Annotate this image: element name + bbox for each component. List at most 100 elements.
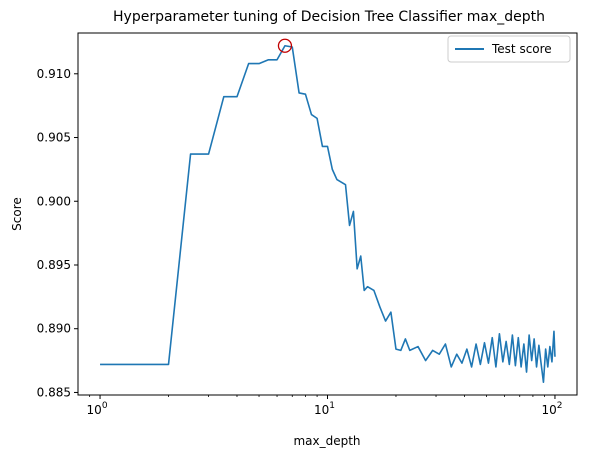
data-point xyxy=(373,290,375,292)
data-point xyxy=(417,346,419,348)
data-point xyxy=(445,343,447,345)
data-point xyxy=(432,350,434,352)
data-point xyxy=(168,364,170,366)
series-line xyxy=(100,44,556,384)
data-point xyxy=(360,255,362,257)
x-tick-base: 10 xyxy=(87,403,102,417)
data-point xyxy=(480,364,482,366)
x-tick-label: 101 xyxy=(314,401,335,417)
data-point xyxy=(551,361,553,363)
data-point xyxy=(543,381,545,383)
data-point xyxy=(305,93,307,95)
data-point xyxy=(528,334,530,336)
data-point xyxy=(499,333,501,335)
data-point xyxy=(332,169,334,171)
data-point xyxy=(395,348,397,350)
data-point xyxy=(268,59,270,61)
x-tick-label: 100 xyxy=(87,401,108,417)
x-tick-label: 102 xyxy=(541,401,562,417)
data-point xyxy=(526,371,528,373)
data-point xyxy=(536,366,538,368)
data-point xyxy=(438,353,440,355)
data-point xyxy=(367,286,369,288)
data-point xyxy=(336,179,338,181)
annotation-layer xyxy=(277,38,293,53)
data-point xyxy=(349,225,351,227)
data-point xyxy=(385,320,387,322)
x-tick-exponent: 2 xyxy=(557,401,563,411)
chart-title: Hyperparameter tuning of Decision Tree C… xyxy=(113,9,545,25)
data-point xyxy=(540,364,542,366)
y-tick-label: 0.890 xyxy=(37,322,71,336)
data-point xyxy=(353,211,355,213)
x-axis-label: max_depth xyxy=(293,434,360,448)
data-point xyxy=(400,350,402,352)
data-point xyxy=(456,353,458,355)
data-point xyxy=(327,146,329,148)
data-point xyxy=(99,364,101,366)
data-point xyxy=(316,118,318,120)
data-point xyxy=(491,337,493,339)
data-point xyxy=(409,350,411,352)
series-layer xyxy=(99,44,556,384)
legend-label: Test score xyxy=(491,42,552,56)
data-point xyxy=(461,362,463,364)
y-tick-label: 0.905 xyxy=(37,131,71,145)
best-score-marker xyxy=(277,38,293,53)
y-axis-ticks: 0.885 0.890 0.895 0.900 0.905 0.910 xyxy=(37,67,78,399)
data-point xyxy=(549,346,551,348)
data-point xyxy=(322,146,324,148)
data-point xyxy=(276,59,278,61)
data-point xyxy=(495,366,497,368)
x-tick-exponent: 0 xyxy=(102,401,108,411)
data-point xyxy=(190,153,192,155)
data-point xyxy=(531,360,533,362)
x-tick-base: 10 xyxy=(314,403,329,417)
data-point xyxy=(298,92,300,94)
data-point xyxy=(484,342,486,344)
data-point xyxy=(553,330,555,332)
x-tick-exponent: 1 xyxy=(329,401,335,411)
data-point xyxy=(505,341,507,343)
data-point xyxy=(223,96,225,98)
data-point xyxy=(356,268,358,270)
data-point xyxy=(236,96,238,98)
data-point xyxy=(390,311,392,313)
data-point xyxy=(554,356,556,358)
data-point xyxy=(208,153,210,155)
data-point xyxy=(502,361,504,363)
data-point xyxy=(475,343,477,345)
data-point xyxy=(311,114,313,116)
data-point xyxy=(520,366,522,368)
data-point xyxy=(405,338,407,340)
plot-area xyxy=(77,32,578,396)
data-point xyxy=(547,366,549,368)
data-point xyxy=(523,343,525,345)
x-axis-ticks: 100 101 102 xyxy=(87,395,562,417)
data-point xyxy=(518,337,520,339)
data-point xyxy=(509,364,511,366)
y-tick-label: 0.910 xyxy=(37,67,71,81)
y-tick-label: 0.900 xyxy=(37,194,71,208)
x-tick-base: 10 xyxy=(541,403,556,417)
data-point xyxy=(258,63,260,65)
data-point xyxy=(450,366,452,368)
data-point xyxy=(248,63,250,65)
y-tick-label: 0.895 xyxy=(37,258,71,272)
legend-box xyxy=(447,35,571,63)
data-point xyxy=(533,338,535,340)
y-axis-label: Score xyxy=(10,197,24,231)
data-point xyxy=(466,348,468,350)
data-point xyxy=(363,290,365,292)
data-point xyxy=(284,45,286,47)
data-point xyxy=(425,360,427,362)
data-point xyxy=(512,334,514,336)
data-point xyxy=(545,348,547,350)
data-point xyxy=(471,366,473,368)
data-point xyxy=(345,184,347,186)
data-point xyxy=(379,306,381,308)
data-point xyxy=(515,365,517,367)
data-point xyxy=(488,362,490,364)
legend: Test score xyxy=(447,35,571,63)
